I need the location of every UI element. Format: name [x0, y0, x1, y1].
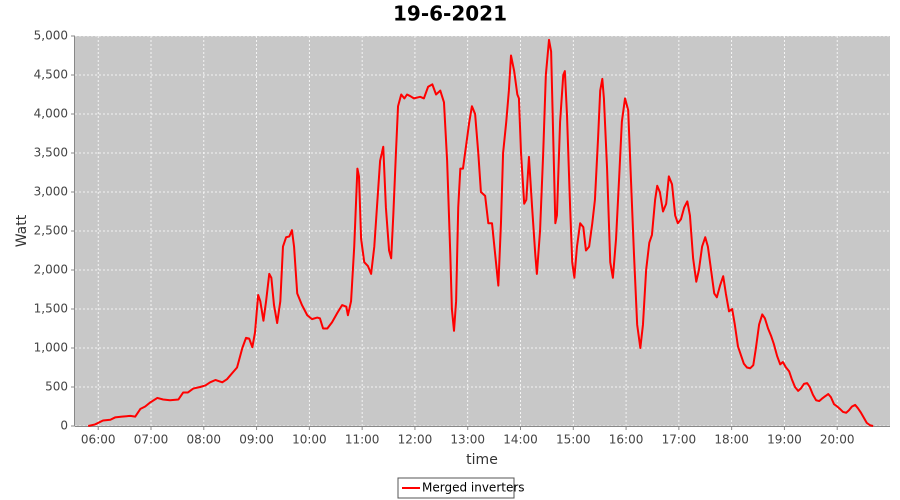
legend-box [397, 477, 515, 499]
x-tick-label: 15:00 [556, 433, 591, 447]
y-tick-label: 2,000 [34, 263, 68, 277]
legend-label: Merged inverters [422, 481, 525, 495]
y-tick-label: 1,000 [34, 341, 68, 355]
x-tick-label: 20:00 [820, 433, 855, 447]
x-tick-label: 17:00 [662, 433, 697, 447]
chart-title: 19-6-2021 [393, 2, 507, 26]
data-line [87, 38, 874, 427]
y-tick-label: 1,500 [34, 302, 68, 316]
y-tick-label: 4,000 [34, 107, 68, 121]
x-tick-label: 08:00 [186, 433, 221, 447]
y-tick-label: 2,500 [34, 224, 68, 238]
y-tick-label: 500 [45, 380, 68, 394]
x-tick-label: 10:00 [292, 433, 327, 447]
x-tick-label: 16:00 [609, 433, 644, 447]
y-tick-label: 5,000 [34, 29, 68, 43]
x-axis-label: time [466, 452, 498, 468]
x-tick-label: 18:00 [714, 433, 749, 447]
x-tick-label: 06:00 [81, 433, 116, 447]
x-tick-label: 12:00 [398, 433, 433, 447]
y-tick-label: 0 [60, 419, 68, 433]
x-tick-label: 11:00 [345, 433, 380, 447]
x-tick-label: 14:00 [503, 433, 538, 447]
x-tick-label: 09:00 [239, 433, 274, 447]
y-tick-label: 4,500 [34, 68, 68, 82]
x-tick-label: 19:00 [767, 433, 802, 447]
x-tick-label: 13:00 [450, 433, 485, 447]
y-tick-label: 3,500 [34, 146, 68, 160]
y-axis-label: Watt [14, 214, 30, 247]
y-tick-label: 3,000 [34, 185, 68, 199]
x-tick-label: 07:00 [134, 433, 169, 447]
